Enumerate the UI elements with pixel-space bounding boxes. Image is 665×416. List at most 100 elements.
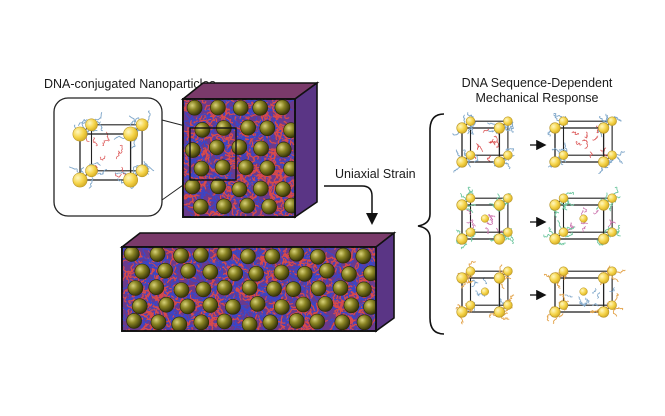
corner-nanoparticle [503, 300, 513, 310]
corner-nanoparticle [465, 266, 476, 276]
corner-nanoparticle [456, 156, 468, 168]
corner-nanoparticle [465, 116, 476, 126]
corner-nanoparticle [549, 233, 561, 245]
gold-nanoparticle [184, 178, 201, 195]
gold-nanoparticle [202, 297, 219, 313]
slab-side-face [375, 231, 395, 333]
cube-side-face [294, 81, 318, 219]
cube-top-face [180, 82, 320, 100]
gold-nanoparticle [296, 265, 313, 282]
corner-nanoparticle [549, 306, 561, 318]
corner-nanoparticle [549, 122, 561, 134]
corner-nanoparticle [558, 150, 569, 160]
gold-nanoparticle [240, 119, 256, 136]
unit-cell-before [455, 260, 515, 325]
corner-nanoparticle [607, 227, 617, 237]
corner-nanoparticle [135, 164, 149, 178]
gold-nanoparticle [157, 262, 173, 279]
gold-nanoparticle [259, 160, 276, 176]
gold-nanoparticle [317, 296, 334, 312]
gold-nanoparticle [334, 314, 351, 331]
gold-nanoparticle [262, 314, 279, 331]
gold-nanoparticle [158, 296, 175, 313]
gold-nanoparticle [288, 313, 305, 329]
unit-cell-before [452, 112, 515, 173]
gold-nanoparticle [214, 159, 231, 176]
gold-nanoparticle [134, 263, 151, 280]
gold-nanoparticle [180, 263, 196, 279]
gold-nanoparticle [253, 140, 269, 157]
corner-nanoparticle [598, 306, 610, 318]
corner-nanoparticle [558, 266, 569, 276]
gold-nanoparticle [252, 180, 269, 197]
gold-nanoparticle [126, 313, 142, 329]
corner-nanoparticle [549, 272, 561, 284]
unit-cell-after [543, 186, 621, 246]
corner-nanoparticle [503, 227, 513, 237]
strained-slab [119, 231, 397, 333]
corner-nanoparticle [607, 193, 617, 203]
unit-cell-before [456, 186, 514, 250]
corner-nanoparticle [598, 122, 610, 134]
corner-nanoparticle [503, 150, 513, 160]
gold-nanoparticle [131, 298, 148, 315]
slab-top-face [119, 232, 397, 248]
gold-nanoparticle [240, 248, 256, 265]
strain-arrow [324, 185, 378, 225]
gold-nanoparticle [295, 296, 312, 313]
gold-nanoparticle [210, 178, 226, 195]
gold-nanoparticle [248, 265, 265, 282]
gold-nanoparticle [173, 282, 190, 298]
response-row-3 [455, 260, 626, 325]
corner-nanoparticle [493, 306, 505, 318]
inset-unit-cell [69, 110, 155, 189]
gold-nanoparticle [274, 99, 291, 116]
gold-nanoparticle [363, 265, 376, 282]
gold-nanoparticle [127, 280, 144, 296]
corner-nanoparticle [607, 116, 617, 126]
corner-nanoparticle [558, 116, 569, 126]
corner-nanoparticle [85, 164, 98, 178]
zoom-selection-box [189, 127, 237, 181]
corner-nanoparticle [503, 266, 513, 276]
corner-nanoparticle [456, 233, 468, 245]
gold-nanoparticle [319, 262, 335, 279]
gold-nanoparticle [283, 160, 295, 177]
gold-nanoparticle [232, 100, 249, 116]
corner-nanoparticle [465, 227, 476, 237]
gold-nanoparticle [216, 247, 233, 262]
gold-nanoparticle [216, 313, 233, 330]
gold-nanoparticle [238, 159, 254, 176]
gold-nanoparticle [249, 296, 266, 312]
corner-nanoparticle [493, 233, 505, 245]
unit-cell-after [547, 112, 626, 174]
corner-nanoparticle [465, 150, 476, 160]
gold-nanoparticle [241, 279, 258, 296]
gold-nanoparticle [355, 248, 372, 265]
inset-box [53, 97, 163, 217]
gold-nanoparticle [149, 247, 166, 262]
gold-nanoparticle [363, 299, 376, 315]
gold-nanoparticle [227, 265, 243, 282]
corner-nanoparticle [558, 227, 569, 237]
gold-nanoparticle [202, 264, 219, 280]
gold-nanoparticle [252, 100, 269, 116]
corner-nanoparticle [503, 116, 513, 126]
corner-nanoparticle [493, 272, 505, 284]
gold-nanoparticle [193, 160, 210, 177]
gold-nanoparticle [193, 314, 210, 331]
corner-nanoparticle [598, 272, 610, 284]
gold-nanoparticle [343, 297, 360, 314]
response-panels [452, 112, 626, 325]
gold-nanoparticle [266, 281, 282, 297]
gold-nanoparticle [285, 281, 302, 298]
uniaxial-strain-label: Uniaxial Strain [335, 167, 416, 181]
response-row-2 [456, 186, 621, 250]
corner-nanoparticle [549, 156, 561, 168]
gold-nanoparticle [194, 122, 211, 138]
gold-nanoparticle [173, 247, 189, 264]
gold-nanoparticle [210, 99, 226, 116]
corner-nanoparticle [456, 306, 468, 318]
corner-nanoparticle [465, 193, 476, 203]
